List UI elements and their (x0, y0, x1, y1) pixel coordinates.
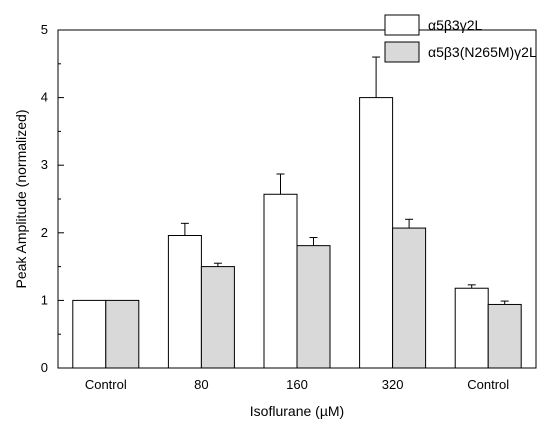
bar-series1-4 (454, 287, 489, 369)
x-tick-label: 160 (286, 377, 308, 392)
x-tick-label: Control (467, 377, 509, 392)
legend-swatch-1 (384, 14, 420, 36)
bar-series2-3 (392, 227, 427, 369)
bar-series1-2 (263, 193, 298, 369)
legend: α5β3γ2L α5β3(N265M)γ2L (384, 14, 537, 63)
bar-series2-2 (296, 245, 331, 369)
bar-series1-3 (359, 97, 394, 369)
x-tick-label: Control (85, 377, 127, 392)
legend-label-2: α5β3(N265M)γ2L (428, 44, 537, 60)
bar-series1-0 (72, 299, 107, 369)
x-tick-label: 320 (382, 377, 404, 392)
bars (72, 97, 522, 369)
y-axis-title: Peak Amplitude (normalized) (13, 110, 29, 289)
legend-label-1: α5β3γ2L (428, 17, 483, 33)
y-tick-label: 1 (41, 292, 48, 307)
y-tick-label: 2 (41, 225, 48, 240)
y-tick-label: 3 (41, 157, 48, 172)
y-tick-label: 4 (41, 90, 48, 105)
x-tick-label: 80 (194, 377, 208, 392)
bar-series2-1 (200, 266, 235, 369)
y-axis-ticks: 0 1 2 3 4 5 (41, 22, 64, 375)
bar-series2-0 (105, 299, 140, 369)
bar-series1-1 (167, 235, 202, 369)
y-tick-label: 0 (41, 360, 48, 375)
y-tick-label: 5 (41, 22, 48, 37)
x-axis-ticks: Control 80 160 320 Control (85, 377, 509, 392)
bar-series2-4 (487, 303, 522, 369)
x-axis-title: Isoflurane (µM) (250, 403, 344, 419)
legend-swatch-2 (384, 41, 420, 63)
error-bars (180, 56, 509, 305)
